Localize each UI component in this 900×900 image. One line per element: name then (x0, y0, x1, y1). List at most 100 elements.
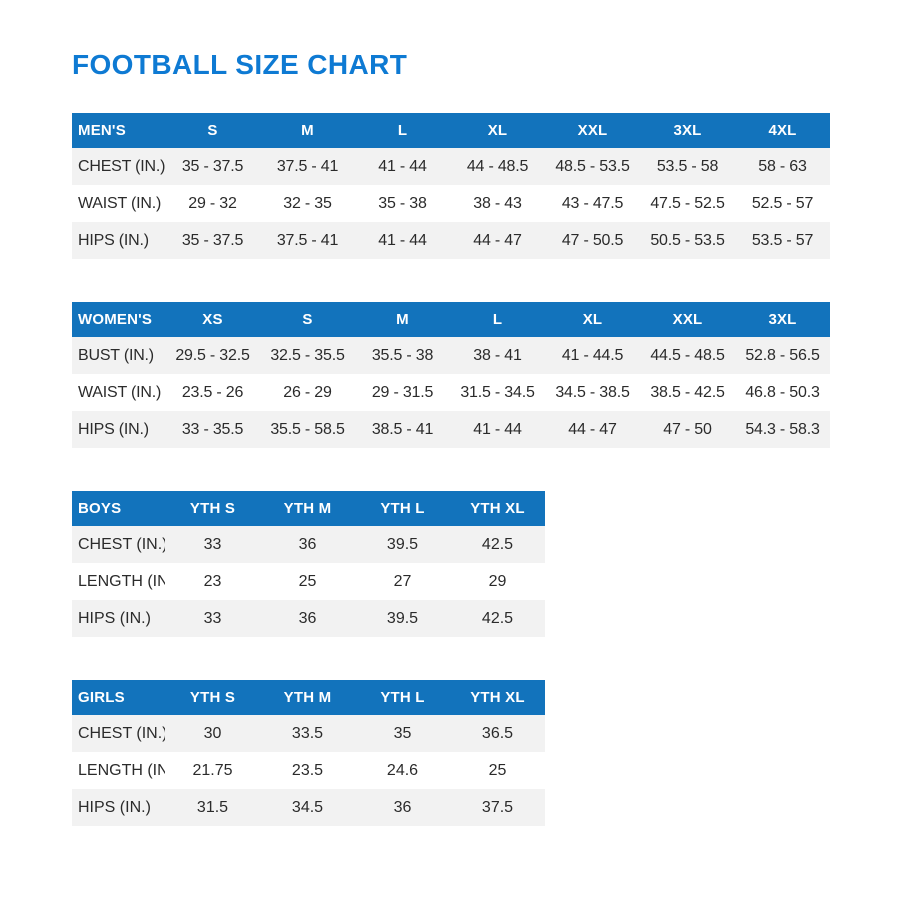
table-row: HIPS (IN.) 35 - 37.5 37.5 - 41 41 - 44 4… (72, 222, 830, 259)
size-cell: 47.5 - 52.5 (640, 185, 735, 222)
boys-group-label: BOYS (72, 491, 165, 526)
column-header: YTH M (260, 491, 355, 526)
size-cell: 50.5 - 53.5 (640, 222, 735, 259)
size-cell: 33 (165, 526, 260, 563)
size-cell: 36 (260, 526, 355, 563)
size-cell: 39.5 (355, 600, 450, 637)
size-cell: 33 - 35.5 (165, 411, 260, 448)
size-cell: 52.5 - 57 (735, 185, 830, 222)
size-cell: 42.5 (450, 600, 545, 637)
size-cell: 58 - 63 (735, 148, 830, 185)
size-cell: 29.5 - 32.5 (165, 337, 260, 374)
size-cell: 23.5 - 26 (165, 374, 260, 411)
size-cell: 52.8 - 56.5 (735, 337, 830, 374)
girls-header-row: GIRLS YTH S YTH M YTH L YTH XL (72, 680, 545, 715)
size-cell: 29 - 31.5 (355, 374, 450, 411)
column-header: M (355, 302, 450, 337)
column-header: XS (165, 302, 260, 337)
size-cell: 35.5 - 58.5 (260, 411, 355, 448)
womens-header-row: WOMEN'S XS S M L XL XXL 3XL (72, 302, 830, 337)
row-label: CHEST (IN.) (72, 148, 165, 185)
size-cell: 36 (260, 600, 355, 637)
size-cell: 29 (450, 563, 545, 600)
womens-group-label: WOMEN'S (72, 302, 165, 337)
girls-size-table: GIRLS YTH S YTH M YTH L YTH XL CHEST (IN… (72, 680, 545, 826)
size-cell: 43 - 47.5 (545, 185, 640, 222)
size-cell: 25 (260, 563, 355, 600)
column-header: L (450, 302, 545, 337)
size-cell: 47 - 50 (640, 411, 735, 448)
column-header: 3XL (735, 302, 830, 337)
row-label: CHEST (IN.) (72, 715, 165, 752)
size-cell: 35.5 - 38 (355, 337, 450, 374)
size-cell: 32 - 35 (260, 185, 355, 222)
row-label: BUST (IN.) (72, 337, 165, 374)
column-header: YTH M (260, 680, 355, 715)
column-header: XL (450, 113, 545, 148)
size-cell: 31.5 - 34.5 (450, 374, 545, 411)
row-label: LENGTH (IN.) (72, 563, 165, 600)
size-cell: 29 - 32 (165, 185, 260, 222)
size-cell: 24.6 (355, 752, 450, 789)
column-header: 4XL (735, 113, 830, 148)
size-cell: 41 - 44 (450, 411, 545, 448)
size-cell: 44 - 47 (450, 222, 545, 259)
size-cell: 38.5 - 42.5 (640, 374, 735, 411)
column-header: XXL (545, 113, 640, 148)
table-row: CHEST (IN.) 35 - 37.5 37.5 - 41 41 - 44 … (72, 148, 830, 185)
column-header: 3XL (640, 113, 735, 148)
table-row: WAIST (IN.) 29 - 32 32 - 35 35 - 38 38 -… (72, 185, 830, 222)
mens-header-row: MEN'S S M L XL XXL 3XL 4XL (72, 113, 830, 148)
size-cell: 54.3 - 58.3 (735, 411, 830, 448)
table-row: LENGTH (IN.) 21.75 23.5 24.6 25 (72, 752, 545, 789)
row-label: WAIST (IN.) (72, 185, 165, 222)
mens-group-label: MEN'S (72, 113, 165, 148)
size-cell: 32.5 - 35.5 (260, 337, 355, 374)
size-cell: 44.5 - 48.5 (640, 337, 735, 374)
girls-group-label: GIRLS (72, 680, 165, 715)
row-label: WAIST (IN.) (72, 374, 165, 411)
column-header: L (355, 113, 450, 148)
row-label: HIPS (IN.) (72, 411, 165, 448)
row-label: HIPS (IN.) (72, 222, 165, 259)
size-cell: 41 - 44 (355, 222, 450, 259)
size-cell: 34.5 - 38.5 (545, 374, 640, 411)
size-cell: 37.5 - 41 (260, 148, 355, 185)
column-header: YTH L (355, 680, 450, 715)
size-cell: 37.5 (450, 789, 545, 826)
boys-size-table: BOYS YTH S YTH M YTH L YTH XL CHEST (IN.… (72, 491, 545, 637)
column-header: XL (545, 302, 640, 337)
size-cell: 44 - 48.5 (450, 148, 545, 185)
size-cell: 39.5 (355, 526, 450, 563)
table-row: LENGTH (IN.) 23 25 27 29 (72, 563, 545, 600)
size-cell: 53.5 - 58 (640, 148, 735, 185)
size-cell: 35 - 38 (355, 185, 450, 222)
size-cell: 53.5 - 57 (735, 222, 830, 259)
size-cell: 26 - 29 (260, 374, 355, 411)
column-header: S (260, 302, 355, 337)
column-header: YTH XL (450, 491, 545, 526)
size-cell: 23.5 (260, 752, 355, 789)
column-header: YTH S (165, 680, 260, 715)
column-header: YTH S (165, 491, 260, 526)
size-cell: 36 (355, 789, 450, 826)
table-row: HIPS (IN.) 33 36 39.5 42.5 (72, 600, 545, 637)
column-header: M (260, 113, 355, 148)
size-cell: 44 - 47 (545, 411, 640, 448)
size-cell: 31.5 (165, 789, 260, 826)
womens-size-table: WOMEN'S XS S M L XL XXL 3XL BUST (IN.) 2… (72, 302, 830, 448)
page-container: FOOTBALL SIZE CHART MEN'S S M L XL XXL 3… (72, 49, 830, 826)
column-header: YTH XL (450, 680, 545, 715)
size-cell: 41 - 44 (355, 148, 450, 185)
size-cell: 38 - 43 (450, 185, 545, 222)
row-label: HIPS (IN.) (72, 789, 165, 826)
size-cell: 21.75 (165, 752, 260, 789)
size-cell: 27 (355, 563, 450, 600)
page-title: FOOTBALL SIZE CHART (72, 49, 408, 80)
size-cell: 41 - 44.5 (545, 337, 640, 374)
column-header: YTH L (355, 491, 450, 526)
table-row: HIPS (IN.) 33 - 35.5 35.5 - 58.5 38.5 - … (72, 411, 830, 448)
size-cell: 37.5 - 41 (260, 222, 355, 259)
size-cell: 38 - 41 (450, 337, 545, 374)
size-cell: 33.5 (260, 715, 355, 752)
